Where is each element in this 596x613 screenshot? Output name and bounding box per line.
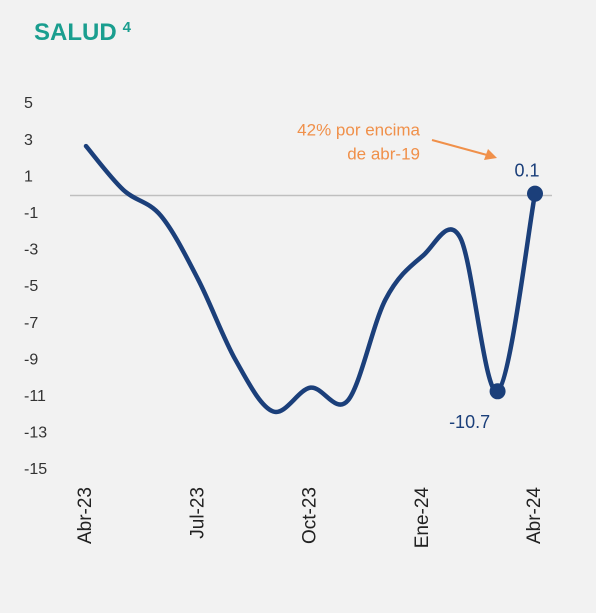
y-tick-label: 5 bbox=[24, 95, 33, 112]
data-label: 0.1 bbox=[514, 160, 539, 180]
marker bbox=[489, 383, 506, 400]
annotation-arrow bbox=[431, 139, 488, 156]
y-tick-label: -15 bbox=[24, 461, 47, 478]
y-tick-label: -7 bbox=[24, 315, 38, 332]
annotation-arrowhead bbox=[484, 149, 497, 160]
title-text: SALUD bbox=[34, 19, 117, 46]
x-tick-label: Ene-24 bbox=[412, 487, 433, 549]
marker bbox=[527, 185, 543, 202]
y-tick-label: -1 bbox=[24, 205, 38, 222]
title-superscript: 4 bbox=[123, 19, 132, 36]
y-tick-label: 3 bbox=[24, 132, 33, 149]
series-line bbox=[83, 143, 538, 415]
x-tick-label: Abr-24 bbox=[524, 487, 545, 544]
x-tick-label: Abr-23 bbox=[75, 487, 96, 544]
y-tick-label: -9 bbox=[24, 351, 38, 368]
y-tick-label: -11 bbox=[24, 388, 46, 405]
y-tick-label: -5 bbox=[24, 278, 38, 295]
data-label: -10.7 bbox=[449, 412, 490, 432]
annotation-text: 42% por encima bbox=[297, 120, 420, 139]
x-tick-label: Oct-23 bbox=[300, 487, 321, 544]
y-tick-label: 1 bbox=[24, 168, 33, 185]
annotation-text: de abr-19 bbox=[347, 144, 420, 163]
x-tick-label: Jul-23 bbox=[187, 487, 208, 539]
y-tick-label: -13 bbox=[24, 425, 47, 442]
chart-title: SALUD 4 bbox=[34, 19, 132, 46]
y-tick-label: -3 bbox=[24, 242, 38, 259]
